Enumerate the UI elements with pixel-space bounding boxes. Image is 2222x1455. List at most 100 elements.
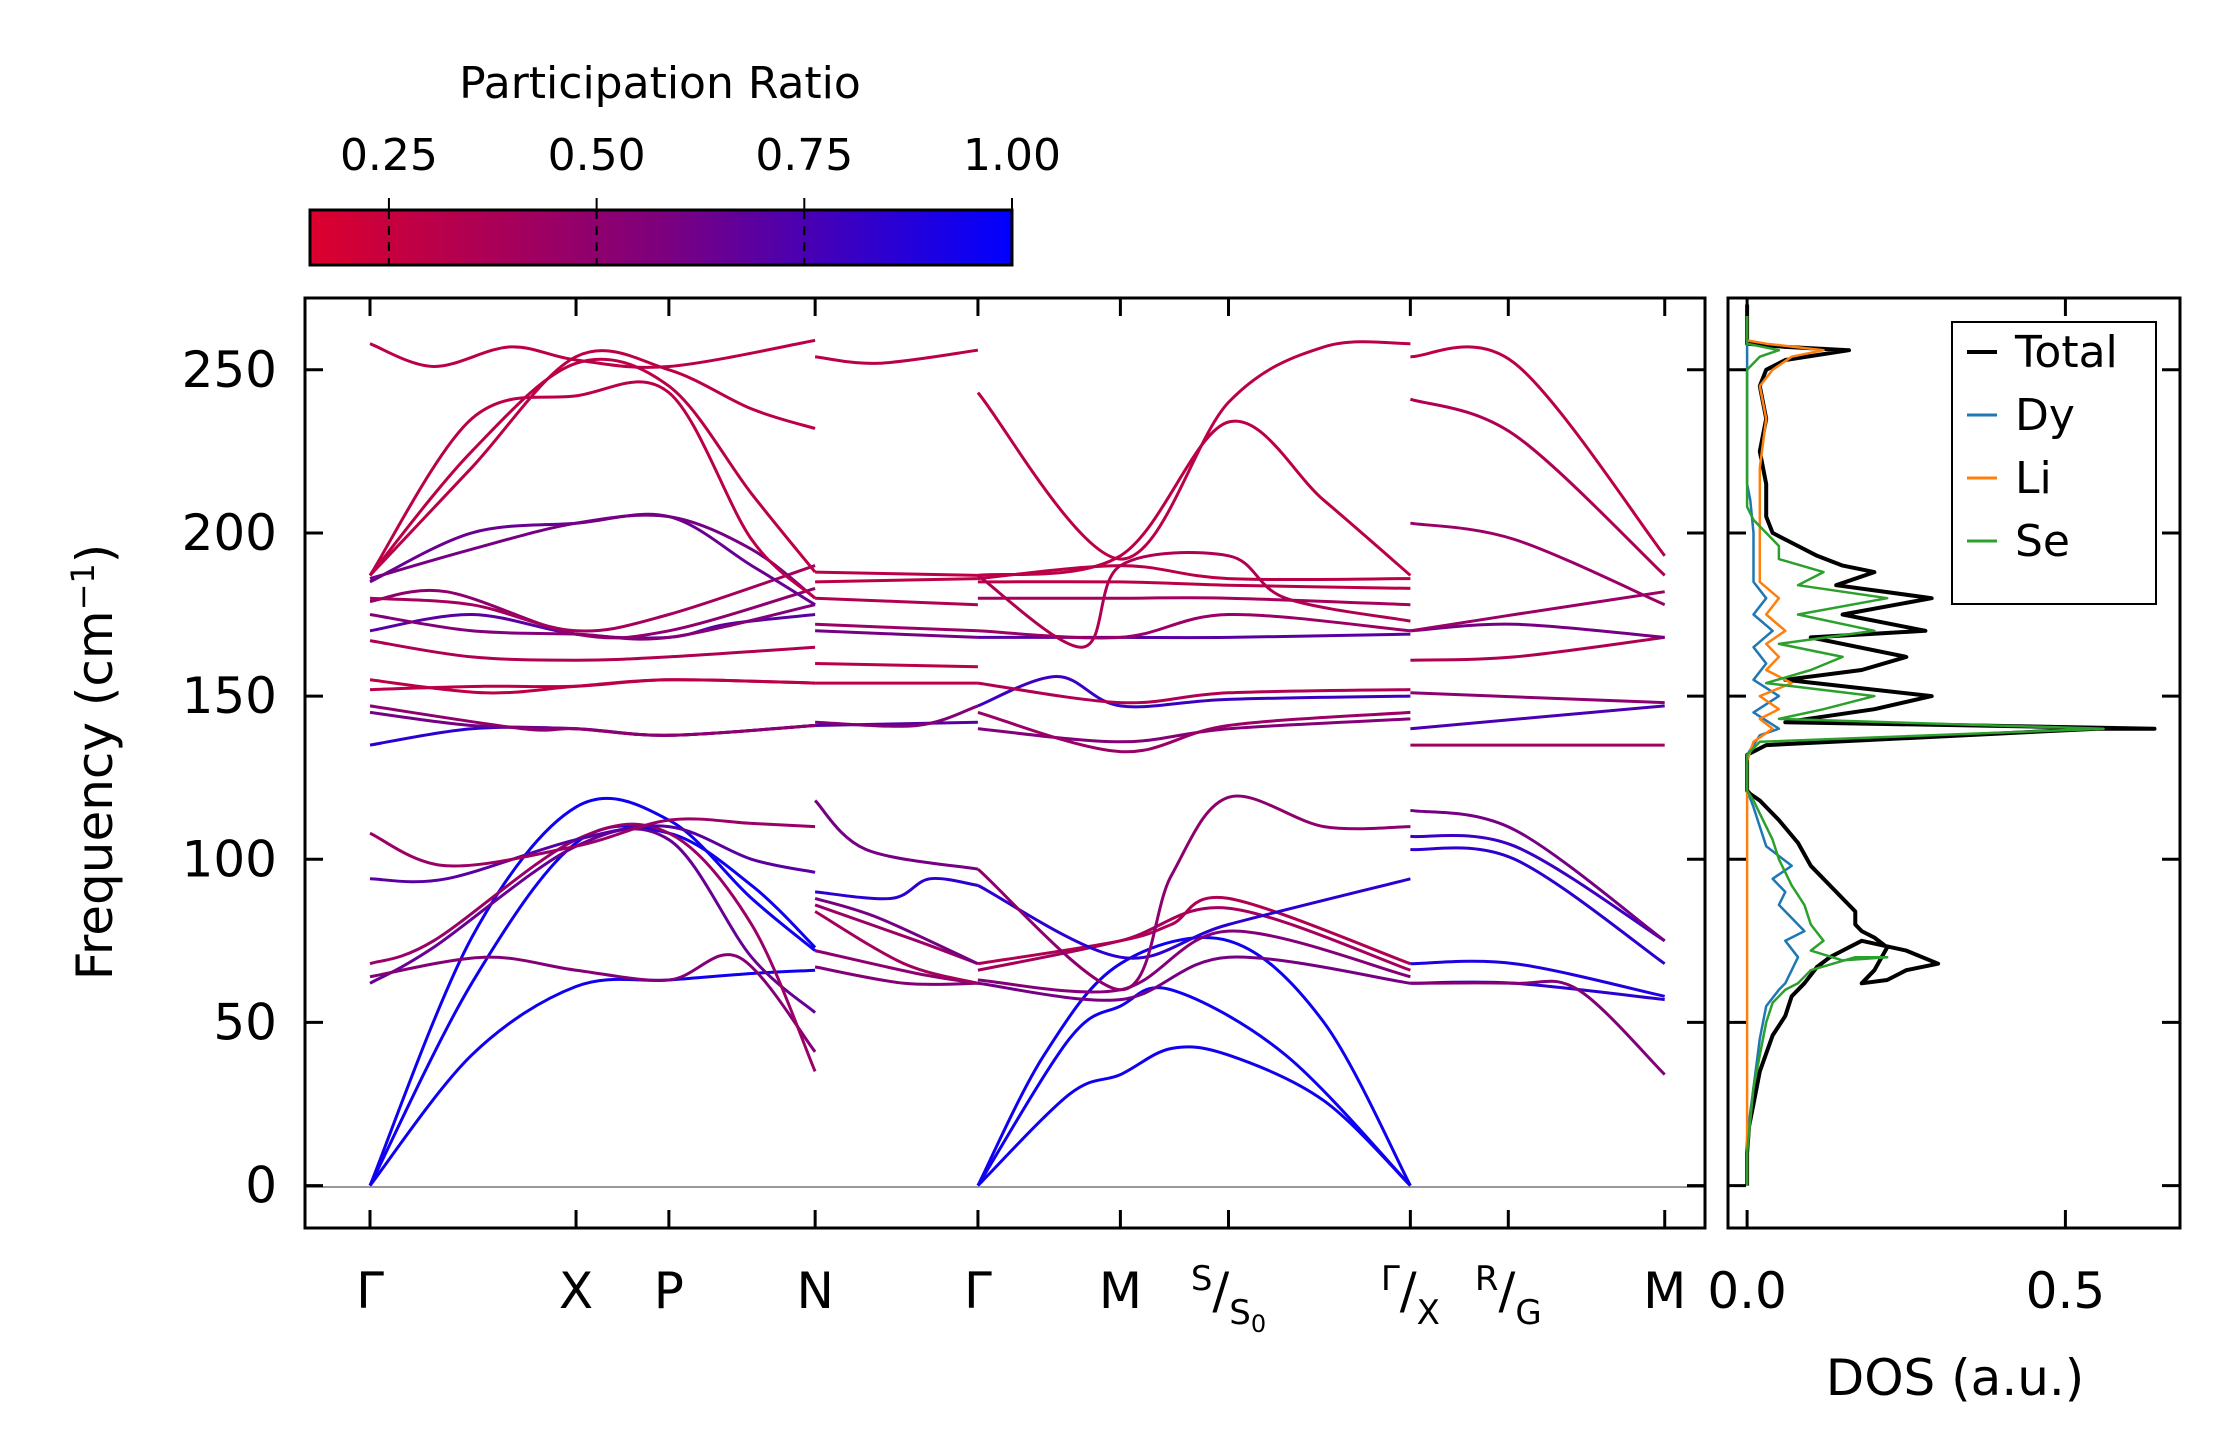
band-plot-frame	[303, 296, 1707, 1230]
phonon-band	[368, 968, 816, 1187]
dos-legend: Total Dy Li Se	[1951, 321, 2157, 605]
x-tick-label-slash: /	[1499, 1262, 1516, 1320]
x-tick-label-slash: /	[1212, 1262, 1229, 1320]
legend-label-total: Total	[2014, 327, 2118, 378]
phonon-band	[1410, 833, 1666, 943]
phonon-band	[814, 910, 979, 985]
dos-y-ticks	[1728, 368, 2180, 1188]
phonon-band	[368, 797, 817, 1187]
x-tick-label-sub: 0	[1251, 1310, 1266, 1338]
phonon-band	[977, 906, 1411, 972]
phonon-band	[369, 639, 816, 662]
colorbar: Participation Ratio 0.25 0.50 0.75 1.00	[308, 58, 1061, 267]
ylabel-superscript: −1	[64, 563, 102, 610]
x-tick-label: Γ	[964, 1262, 992, 1320]
phonon-band	[1410, 345, 1666, 557]
colorbar-tick-label: 0.75	[755, 130, 853, 181]
phonon-band	[976, 794, 1411, 992]
colorbar-ticks: 0.25 0.50 0.75 1.00	[340, 130, 1061, 265]
phonon-band	[369, 678, 816, 695]
x-tick-label-top: Γ	[1381, 1259, 1400, 1299]
phonon-band	[815, 622, 978, 633]
phonon-band	[976, 340, 1411, 561]
phonon-band	[1410, 979, 1666, 1076]
y-tick-label: 50	[213, 993, 277, 1051]
phonon-band	[815, 570, 978, 577]
phonon-band	[815, 577, 978, 584]
x-tick-label: Γ	[356, 1262, 384, 1320]
x-tick-label-bottom: X	[1417, 1293, 1440, 1333]
y-tick-label: 100	[182, 830, 277, 888]
phonon-band	[977, 681, 1411, 705]
band-y-axis-label: Frequency (cm−1)	[64, 544, 124, 981]
y-tick-label: 150	[182, 667, 277, 725]
ylabel-close: )	[66, 544, 124, 564]
dos-x-tick-label: 0.5	[2026, 1262, 2106, 1320]
ylabel-main: Frequency (cm	[66, 610, 124, 980]
phonon-band	[977, 895, 1411, 966]
phonon-band	[1410, 635, 1665, 662]
colorbar-title: Participation Ratio	[459, 58, 861, 109]
phonon-band	[977, 612, 1411, 640]
phonon-band	[1410, 704, 1665, 731]
phonon-band	[1409, 397, 1666, 577]
phonon-band	[1410, 691, 1665, 705]
x-tick-label-slash: /	[1400, 1262, 1417, 1320]
dos-lines	[1745, 304, 2157, 1186]
band-x-ticks: Γ X P N Γ M S/S0Γ/XR/G M	[356, 298, 1686, 1338]
dos-plot-frame	[1726, 296, 2182, 1230]
dos-x-axis-label: DOS (a.u.)	[1826, 1349, 2085, 1407]
legend-box	[1951, 321, 2157, 605]
y-tick-label: 0	[245, 1157, 277, 1215]
phonon-band	[369, 513, 817, 600]
x-tick-label-top: S	[1191, 1259, 1213, 1299]
phonon-band	[977, 710, 1411, 754]
dos-x-ticks: 0.0 0.5	[1707, 298, 2105, 1320]
colorbar-tick-label: 1.00	[963, 130, 1061, 181]
phonon-band	[1410, 808, 1666, 943]
phonon-band	[1410, 521, 1666, 607]
phonon-band	[1410, 622, 1665, 639]
phonon-band	[977, 419, 1412, 577]
phonon-band	[369, 704, 816, 737]
phonon-band	[814, 896, 979, 966]
phonon-band	[369, 564, 816, 633]
band-lines	[368, 338, 1666, 1187]
phonon-band	[1410, 846, 1666, 965]
phonon-band	[976, 1045, 1412, 1187]
phonon-band	[977, 955, 1411, 1002]
phonon-band	[977, 551, 1411, 649]
phonon-band	[977, 929, 1411, 994]
colorbar-tick-label: 0.25	[340, 130, 438, 181]
phonon-band	[1410, 980, 1665, 1002]
x-tick-label: R/G	[1475, 1259, 1542, 1333]
phonon-band	[814, 799, 979, 871]
phonon-band	[977, 580, 1411, 590]
phonon-band	[977, 564, 1411, 582]
phonon-band	[369, 953, 817, 1053]
x-tick-label: M	[1099, 1262, 1142, 1320]
phonon-band	[369, 817, 816, 868]
dos-series-dy	[1745, 304, 1806, 1186]
y-tick-label: 250	[182, 341, 277, 399]
dos-panel: 0.0 0.5 DOS (a.u.) Total Dy Li Se	[1707, 296, 2182, 1407]
x-tick-label: Γ/X	[1381, 1259, 1440, 1333]
phonon-band	[815, 629, 978, 639]
phonon-band	[977, 596, 1411, 607]
phonon-band	[977, 674, 1411, 709]
phonon-band	[1410, 959, 1666, 998]
phonon-band	[815, 662, 978, 669]
x-tick-label: N	[796, 1262, 833, 1320]
phonon-band	[977, 877, 1411, 960]
phonon-band	[977, 717, 1411, 744]
phonon-band	[815, 596, 978, 607]
phonon-band	[368, 357, 817, 577]
phonon-band	[815, 704, 979, 728]
phonon-band	[369, 824, 816, 884]
dos-series-se	[1745, 304, 2105, 1186]
phonon-band	[1410, 590, 1665, 633]
phonon-band	[815, 720, 978, 727]
legend-label-dy: Dy	[2015, 390, 2075, 441]
phonon-band	[368, 380, 817, 600]
